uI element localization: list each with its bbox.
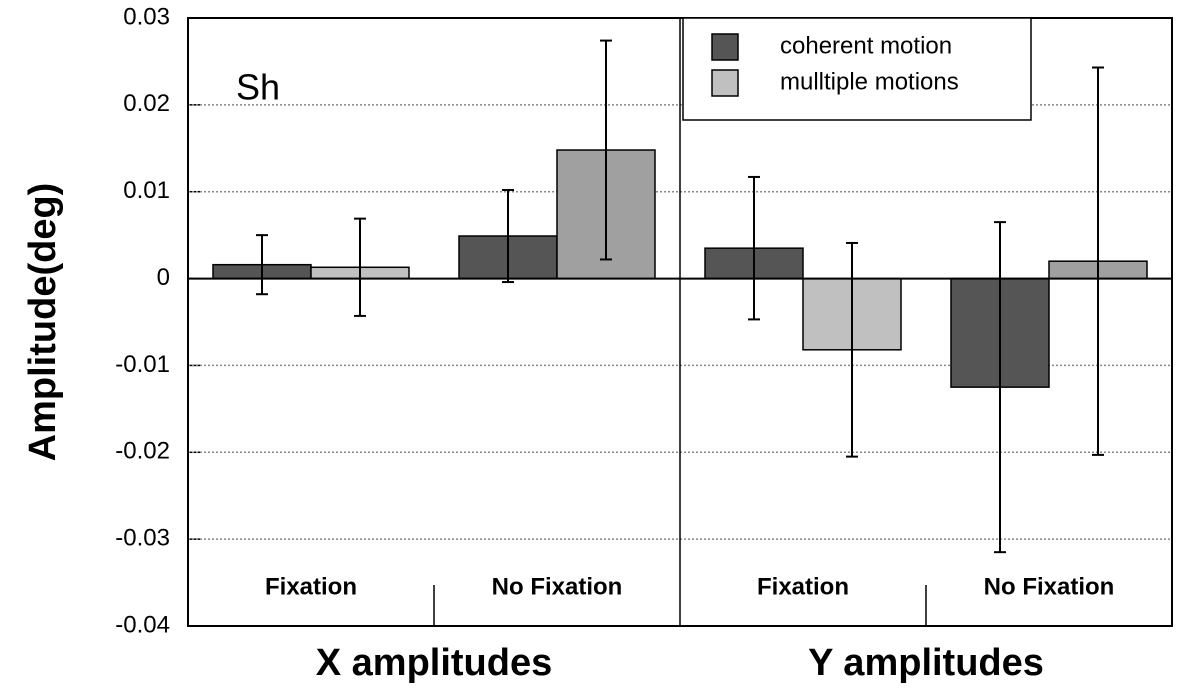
x-tick-label: Fixation [757,573,849,600]
legend-label: mulltiple motions [780,68,959,95]
group-label: X amplitudes [316,642,553,684]
legend-swatch [711,69,739,97]
x-tick-label: No Fixation [984,573,1115,600]
legend-label: coherent motion [780,32,952,59]
y-tick-label: 0.02 [123,90,170,117]
group-label: Y amplitudes [808,642,1044,684]
y-tick-label: -0.03 [115,524,170,551]
legend-box [682,17,1032,121]
y-tick-label: 0.01 [123,177,170,204]
y-tick-label: -0.01 [115,351,170,378]
plot-frame [187,17,1173,627]
y-tick-label: -0.04 [115,611,170,638]
legend-swatch [711,33,739,61]
y-tick-label: 0 [157,264,170,291]
y-tick-label: -0.02 [115,438,170,465]
annotation: Sh [236,67,280,108]
y-axis-label: Amplitude(deg) [22,183,64,462]
x-tick-label: No Fixation [492,573,623,600]
x-tick-label: Fixation [265,573,357,600]
y-tick-label: 0.03 [123,3,170,30]
